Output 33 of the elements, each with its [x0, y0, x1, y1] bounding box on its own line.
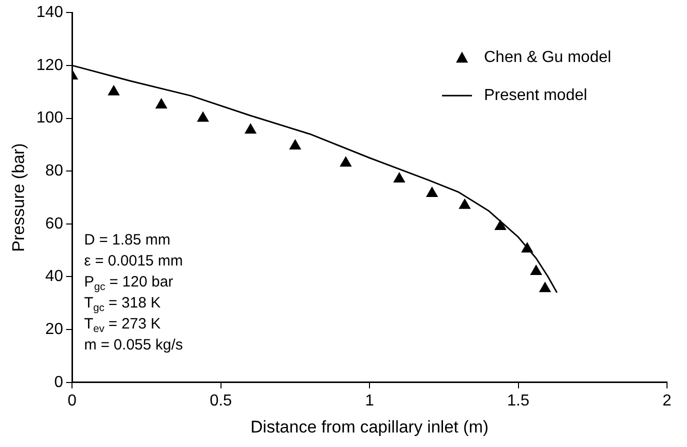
y-tick-label: 120 [36, 56, 64, 74]
y-tick-label: 20 [45, 320, 64, 338]
point [340, 156, 352, 167]
y-axis-title: Pressure (bar) [8, 143, 28, 252]
y-tick-label: 40 [45, 268, 64, 286]
legend-label: Present model [484, 87, 588, 104]
annotation: D = 1.85 mm [84, 232, 170, 249]
point [156, 98, 168, 109]
annotation: ε = 0.0015 mm [84, 252, 183, 270]
point [394, 172, 405, 183]
point [530, 264, 542, 275]
point [539, 282, 551, 292]
x-tick-label: 0.5 [210, 392, 232, 410]
y-tick-label: 0 [54, 374, 64, 391]
y-tick-label: 80 [45, 162, 64, 180]
point [108, 85, 120, 96]
point [522, 242, 533, 253]
y-tick-label: 140 [36, 4, 64, 22]
point [197, 112, 209, 122]
point [244, 124, 256, 134]
legend-label: Chen & Gu model [484, 49, 612, 66]
x-tick-label: 0 [68, 392, 77, 410]
x-tick-label: 1.5 [507, 392, 530, 410]
point [459, 198, 470, 209]
y-tick-label: 60 [45, 215, 64, 232]
point [494, 220, 506, 230]
x-axis-title: Distance from capillary inlet (m) [250, 417, 489, 436]
point [426, 187, 438, 198]
x-tick-label: 2 [662, 392, 672, 410]
annotation: m = 0.055 kg/s [84, 336, 183, 354]
y-tick-label: 100 [36, 110, 64, 127]
point [289, 139, 301, 150]
x-tick-label: 1 [365, 392, 374, 410]
